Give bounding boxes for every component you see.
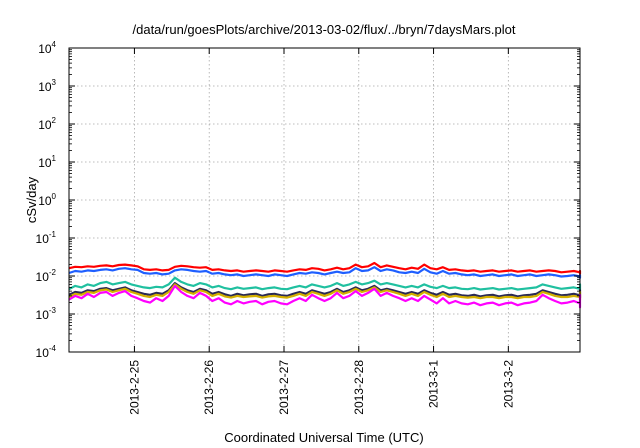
y-tick-label: 10-3 (36, 306, 57, 322)
y-tick-label: 102 (38, 116, 56, 132)
x-tick-label: 2013-2-28 (352, 360, 366, 415)
plot-series (68, 261, 582, 309)
y-tick-label: 100 (38, 192, 56, 208)
x-tick-label: 2013-2-26 (202, 360, 216, 415)
x-tick-label: 2013-3-2 (501, 360, 515, 408)
series-line-1 (68, 261, 582, 275)
x-tick-label: 2013-2-25 (127, 360, 141, 415)
y-tick-label: 10-2 (36, 268, 57, 284)
y-tick-label: 103 (38, 78, 56, 94)
y-tick-label: 10-4 (36, 344, 57, 360)
series-line-3 (68, 276, 582, 292)
y-tick-label: 101 (38, 154, 56, 170)
x-axis-label: Coordinated Universal Time (UTC) (224, 430, 423, 445)
y-tick-label: 10-1 (36, 230, 57, 246)
x-tick-label: 2013-3-1 (427, 360, 441, 408)
x-tick-label: 2013-2-27 (277, 360, 291, 415)
y-tick-label: 104 (38, 40, 56, 56)
chart-title: /data/run/goesPlots/archive/2013-03-02/f… (133, 22, 516, 37)
y-axis: 104 103 102 101 100 10-1 10-2 10-3 10-4 (36, 40, 580, 360)
y-axis-label: cSv/day (24, 176, 39, 223)
x-axis: 2013-2-25 2013-2-26 2013-2-27 2013-2-28 2013… (127, 48, 515, 415)
grid (69, 48, 580, 352)
